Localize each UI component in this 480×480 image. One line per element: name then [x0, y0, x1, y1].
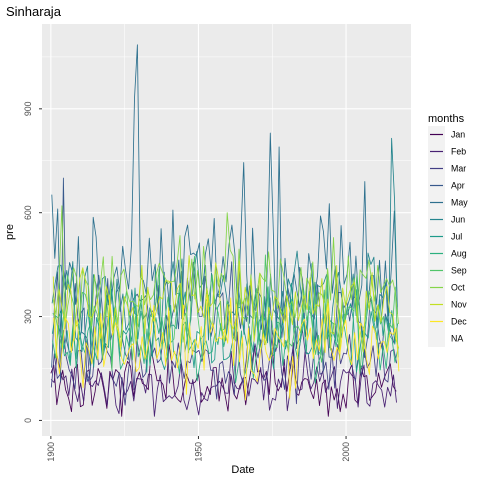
x-axis-title: Date: [231, 464, 254, 476]
legend-key: [428, 330, 445, 347]
legend-label: NA: [451, 334, 463, 344]
legend-item-dec: Dec: [428, 313, 467, 330]
legend-label: Aug: [451, 249, 467, 259]
legend-label: Oct: [451, 283, 465, 293]
legend-label: Nov: [451, 300, 467, 310]
legend-label: Dec: [451, 317, 467, 327]
y-tick-label: 300: [23, 309, 33, 324]
y-axis-title: pre: [4, 224, 16, 240]
series-line-dec: [53, 293, 400, 401]
legend: Jan Feb Mar Apr May Jun Jul Aug Sep Oct Nov Dec NA: [428, 126, 468, 347]
legend-item-apr: Apr: [428, 177, 465, 194]
legend-label: Apr: [451, 181, 465, 191]
x-tick-label: 2000: [341, 442, 351, 462]
legend-item-aug: Aug: [428, 245, 467, 262]
legend-item-jul: Jul: [428, 228, 462, 245]
x-tick-label: 1950: [193, 442, 203, 462]
legend-item-jan: Jan: [428, 126, 465, 143]
series-layer: [50, 44, 400, 417]
chart-title: Sinharaja: [6, 4, 62, 19]
legend-item-oct: Oct: [428, 279, 465, 296]
series-line-feb: [50, 350, 397, 417]
legend-label: Jan: [451, 130, 465, 140]
legend-label: Sep: [451, 266, 467, 276]
legend-label: Jul: [451, 232, 462, 242]
legend-item-na: NA: [428, 330, 463, 347]
legend-label: Jun: [451, 215, 465, 225]
legend-item-sep: Sep: [428, 262, 467, 279]
y-tick-label: 0: [23, 418, 33, 423]
legend-item-mar: Mar: [428, 160, 466, 177]
tick-labels: 1900 1950 2000 0 300 600 900: [23, 101, 351, 461]
y-tick-label: 600: [23, 205, 33, 220]
y-tick-label: 900: [23, 101, 33, 116]
legend-title: months: [428, 113, 465, 125]
legend-item-jun: Jun: [428, 211, 465, 228]
x-tick-label: 1900: [46, 442, 56, 462]
legend-item-nov: Nov: [428, 296, 467, 313]
legend-label: Feb: [451, 147, 466, 157]
legend-item-feb: Feb: [428, 143, 466, 160]
legend-item-may: May: [428, 194, 468, 211]
series-line-sep: [52, 254, 399, 375]
series-line-jun: [51, 137, 398, 358]
legend-label: Mar: [451, 164, 466, 174]
legend-label: May: [451, 198, 468, 208]
axis-ticks: [39, 108, 347, 439]
